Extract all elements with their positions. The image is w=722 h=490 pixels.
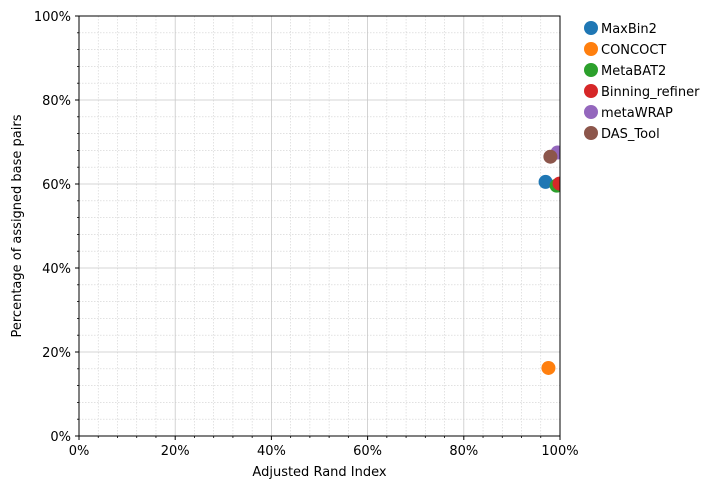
legend-label-concoct: CONCOCT	[601, 43, 666, 58]
legend-marker-binning-refiner	[584, 84, 598, 98]
y-tick-label: 80%	[42, 94, 71, 109]
legend-marker-maxbin2	[584, 21, 598, 35]
plot-frame	[78, 15, 561, 437]
legend-label-maxbin2: MaxBin2	[601, 22, 657, 37]
minor-grid	[79, 16, 560, 436]
point-maxbin2	[538, 174, 553, 189]
y-tick-label: 40%	[42, 262, 71, 277]
point-binning-refiner	[552, 176, 560, 191]
legend-marker-metawrap	[584, 105, 598, 119]
y-axis-label: Percentage of assigned base pairs	[10, 114, 25, 337]
legend-marker-metabat2	[584, 63, 598, 77]
legend-label-metawrap: metaWRAP	[601, 106, 673, 121]
legend-marker-concoct	[584, 42, 598, 56]
x-axis-label: Adjusted Rand Index	[252, 465, 386, 480]
point-concoct	[541, 360, 556, 375]
legend-label-binning-refiner: Binning_refiner	[601, 85, 700, 100]
x-tick-label: 100%	[541, 444, 578, 459]
y-tick-label: 0%	[50, 430, 71, 445]
y-tick-label: 60%	[42, 178, 71, 193]
legend-marker-das-tool	[584, 126, 598, 140]
y-tick-labels: 0% 20% 40% 60% 80% 100%	[34, 10, 71, 445]
x-tick-labels: 0% 20% 40% 60% 80% 100%	[69, 444, 579, 459]
legend-label-metabat2: MetaBAT2	[601, 64, 666, 79]
major-grid	[79, 16, 560, 436]
legend-label-das-tool: DAS_Tool	[601, 127, 660, 142]
y-tick-label: 20%	[42, 346, 71, 361]
x-tick-label: 80%	[449, 444, 478, 459]
axis-ticks	[75, 15, 561, 440]
x-tick-label: 60%	[353, 444, 382, 459]
x-tick-label: 20%	[161, 444, 190, 459]
x-tick-label: 0%	[69, 444, 90, 459]
x-tick-label: 40%	[257, 444, 286, 459]
point-das-tool	[543, 149, 558, 164]
legend: MaxBin2 CONCOCT MetaBAT2 Binning_refinermet…	[584, 21, 700, 142]
data-points	[538, 145, 560, 375]
y-tick-label: 100%	[34, 10, 71, 25]
